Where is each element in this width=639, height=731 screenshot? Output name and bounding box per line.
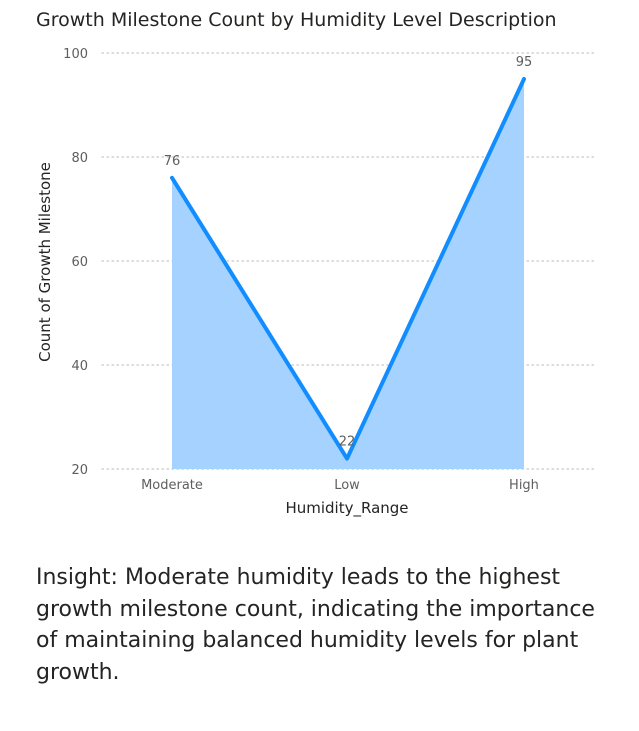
y-tick-label: 80 [71,151,88,166]
chart-title: Growth Milestone Count by Humidity Level… [36,9,557,31]
x-tick-label: High [509,478,539,493]
y-tick-label: 100 [63,47,88,62]
y-axis-title: Count of Growth Milestone [36,162,54,362]
x-tick-label: Moderate [141,478,203,493]
chart-area: 20 40 60 80 100 Moderate Low High 76 22 95 Humid… [36,47,597,518]
series-area [172,79,524,469]
insight-text: Insight: Moderate humidity leads to the … [36,565,595,685]
y-tick-label: 60 [71,255,88,270]
data-labels: 76 22 95 [164,55,533,450]
y-tick-label: 20 [71,463,88,478]
series-line [170,77,526,461]
series-line-area [170,77,526,469]
y-tick-label: 40 [71,359,88,374]
x-tick-label: Low [334,478,360,493]
x-axis-ticks: Moderate Low High [141,478,539,493]
data-label: 22 [339,435,356,450]
data-label: 76 [164,154,181,169]
y-axis-ticks: 20 40 60 80 100 [63,47,88,478]
x-axis-title: Humidity_Range [285,499,408,518]
data-label: 95 [516,55,533,70]
